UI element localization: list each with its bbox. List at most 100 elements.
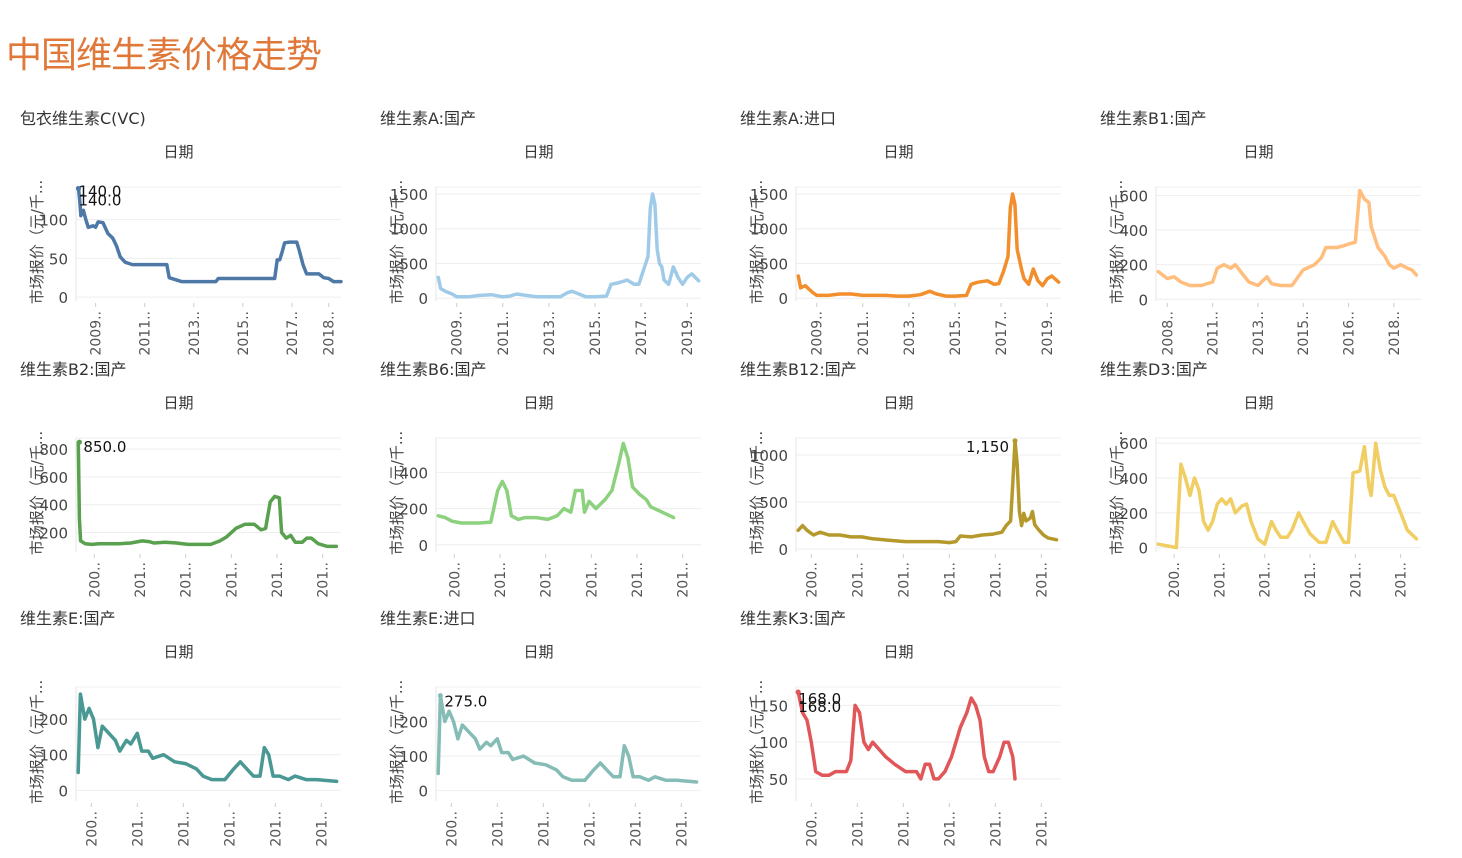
x-axis-title: 日期 <box>883 143 913 161</box>
data-label: 1,150 <box>966 438 1009 456</box>
series-line <box>1156 441 1419 550</box>
charts-grid: 包衣维生素C(VC) 日期 市场报价（元/千... 0 50 100 2009.. 2011.… <box>20 109 1421 847</box>
y-axis-title: 市场报价（元/千... <box>748 180 766 304</box>
x-tick-label: 200.. <box>84 811 100 847</box>
page-title: 中国维生素价格走势 <box>6 35 322 76</box>
x-tick-label: 2015.. <box>236 311 252 356</box>
x-tick-label: 201.. <box>1348 562 1364 598</box>
y-axis-title: 市场报价（元/千... <box>388 680 406 804</box>
x-tick-label: 201.. <box>224 562 240 598</box>
y-tick-label: 50 <box>49 250 68 268</box>
x-tick-label: 201.. <box>674 811 690 847</box>
chart-title: 维生素A:国产 <box>380 109 477 128</box>
x-tick-label: 2019.. <box>680 311 696 356</box>
data-label: 850.0 <box>83 438 126 456</box>
x-tick-label: 200.. <box>447 562 463 598</box>
y-tick-label: 500 <box>759 255 788 273</box>
x-tick-label: 201.. <box>896 811 912 847</box>
x-tick-label: 200.. <box>804 811 820 847</box>
x-tick-label: 201.. <box>942 562 958 598</box>
y-tick-label: 200 <box>399 714 428 732</box>
data-label: 275.0 <box>444 693 487 711</box>
x-tick-label: 201.. <box>490 811 506 847</box>
y-tick-label: 600 <box>1119 188 1148 206</box>
x-tick-label: 201.. <box>1303 562 1319 598</box>
x-tick-label: 201.. <box>1212 562 1228 598</box>
x-tick-label: 201.. <box>582 811 598 847</box>
y-tick-label: 200 <box>399 501 428 519</box>
y-tick-label: 500 <box>399 255 428 273</box>
y-tick-label: 0 <box>1138 540 1148 558</box>
x-tick-label: 201.. <box>179 562 195 598</box>
x-tick-label: 201.. <box>176 811 192 847</box>
x-tick-label: 201.. <box>270 562 286 598</box>
chart-title: 维生素A:进口 <box>740 109 837 128</box>
x-tick-label: 2018.. <box>322 311 338 356</box>
y-tick-label: 200 <box>1119 257 1148 275</box>
chart-title: 维生素E:进口 <box>380 609 476 628</box>
chart-title: 维生素D3:国产 <box>1100 360 1208 379</box>
x-tick-label: 2013.. <box>542 311 558 356</box>
x-tick-label: 201.. <box>628 811 644 847</box>
y-tick-label: 1000 <box>750 447 788 465</box>
x-tick-label: 201.. <box>850 811 866 847</box>
x-tick-label: 201.. <box>133 562 149 598</box>
series-line <box>76 692 339 784</box>
data-label: 168.0 <box>798 690 841 708</box>
x-tick-label: 201.. <box>1034 811 1050 847</box>
y-tick-label: 600 <box>1119 435 1148 453</box>
x-tick-label: 200.. <box>1167 562 1183 598</box>
x-tick-label: 2013.. <box>187 311 203 356</box>
y-axis-title: 市场报价（元/千... <box>28 680 46 804</box>
x-tick-label: 2015.. <box>1296 311 1312 356</box>
x-axis-title: 日期 <box>883 394 913 412</box>
x-tick-label: 2009.. <box>450 311 466 356</box>
y-axis-title: 市场报价（元/千... <box>748 431 766 555</box>
y-tick-label: 500 <box>759 494 788 512</box>
y-tick-label: 50 <box>769 771 788 789</box>
y-tick-label: 200 <box>39 525 68 543</box>
x-axis-title: 日期 <box>163 143 193 161</box>
x-tick-label: 2011.. <box>496 311 512 356</box>
x-tick-label: 201.. <box>222 811 238 847</box>
x-tick-label: 2009.. <box>89 311 105 356</box>
x-tick-label: 2011.. <box>1206 311 1222 356</box>
x-axis-title: 日期 <box>163 394 193 412</box>
x-tick-label: 201.. <box>268 811 284 847</box>
x-tick-label: 201.. <box>676 562 692 598</box>
y-axis-title: 市场报价（元/千... <box>388 180 406 304</box>
x-tick-label: 201.. <box>584 562 600 598</box>
chart-title: 包衣维生素C(VC) <box>20 109 146 128</box>
x-axis-title: 日期 <box>523 643 553 661</box>
y-tick-label: 100 <box>399 748 428 766</box>
x-tick-label: 2009.. <box>810 311 826 356</box>
x-tick-label: 201.. <box>539 562 555 598</box>
series-line <box>436 192 701 299</box>
data-label: 168.0 <box>798 698 841 716</box>
y-tick-label: 800 <box>39 441 68 459</box>
y-tick-label: 0 <box>778 290 788 308</box>
x-tick-label: 201.. <box>630 562 646 598</box>
y-tick-label: 1500 <box>750 186 788 204</box>
chart-title: 维生素B6:国产 <box>380 360 487 379</box>
y-tick-label: 200 <box>39 711 68 729</box>
y-tick-label: 0 <box>778 541 788 559</box>
x-tick-label: 201.. <box>896 562 912 598</box>
x-tick-label: 201.. <box>314 811 330 847</box>
y-tick-label: 100 <box>39 747 68 765</box>
x-tick-label: 2017.. <box>994 311 1010 356</box>
y-tick-label: 100 <box>759 734 788 752</box>
series-line <box>76 440 339 549</box>
series-line <box>436 441 676 525</box>
chart-title: 维生素K3:国产 <box>740 609 847 628</box>
data-label: 140.0 <box>78 183 121 201</box>
y-axis-title: 市场报价（元/千... <box>28 431 46 555</box>
y-tick-label: 1000 <box>750 221 788 239</box>
y-tick-label: 400 <box>1119 222 1148 240</box>
x-tick-label: 2018.. <box>1387 311 1403 356</box>
